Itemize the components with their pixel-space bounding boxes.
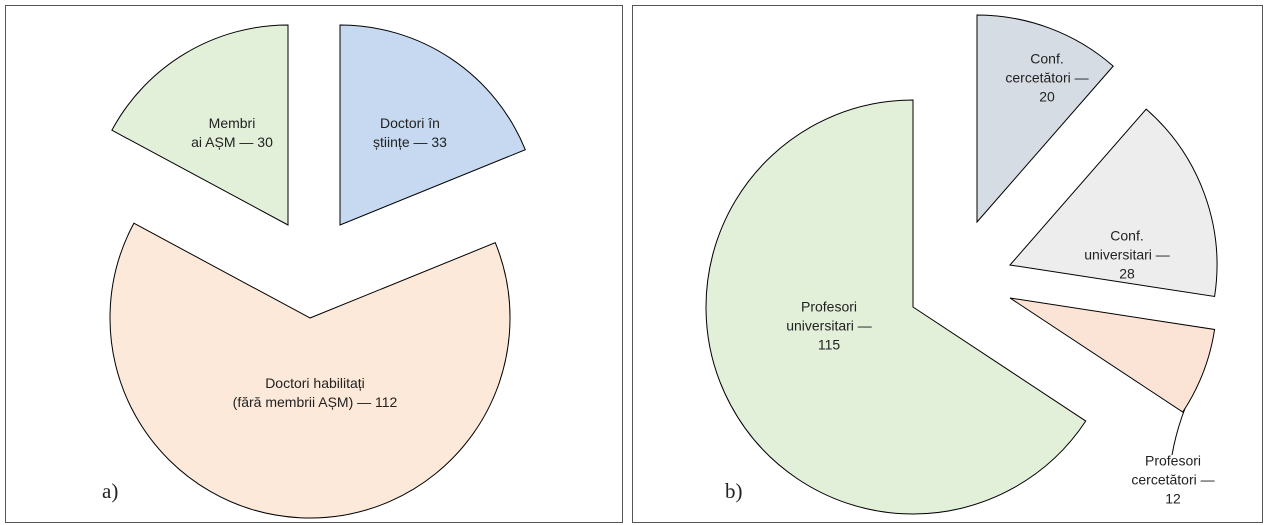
slice-label: Profesori cercetători — 12 <box>1131 452 1215 507</box>
slice-label: Membri ai AȘM — 30 <box>191 115 273 150</box>
panel-frame <box>5 5 623 523</box>
pie-slice <box>109 222 511 519</box>
pie-slice <box>976 14 1114 224</box>
panel-label: b) <box>725 479 743 503</box>
pie-slice <box>111 24 289 226</box>
slice-label: Doctori habilitați (fără membrii AȘM) — … <box>232 375 398 410</box>
slice-label: Doctori în științe — 33 <box>373 115 447 150</box>
pie-slice <box>705 99 1087 515</box>
panel-frame <box>632 5 1263 523</box>
slice-label: Profesori universitari — 115 <box>786 298 872 353</box>
pie-slice <box>1009 108 1218 298</box>
slice-label: Conf. universitari — 28 <box>1084 227 1170 282</box>
slice-label: Conf. cercetători — 20 <box>1005 50 1089 105</box>
pie-slice <box>339 24 526 226</box>
panel-label: a) <box>102 479 119 503</box>
pie-slice <box>1009 297 1216 413</box>
